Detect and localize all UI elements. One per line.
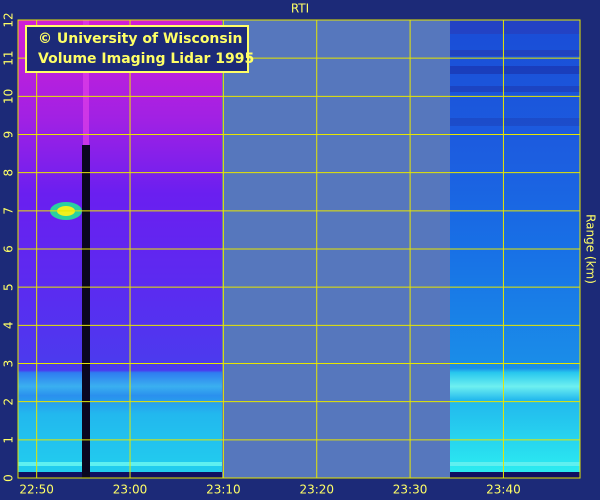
y-tick-label: 7 bbox=[2, 207, 16, 215]
y-tick-label: 9 bbox=[2, 131, 16, 139]
y-tick-label: 0 bbox=[2, 474, 16, 482]
y-tick-label: 2 bbox=[2, 398, 16, 406]
y-tick-label: 10 bbox=[2, 89, 16, 104]
x-tick-label: 23:30 bbox=[393, 483, 428, 497]
annotation-box bbox=[25, 25, 249, 73]
y-tick-label: 1 bbox=[2, 436, 16, 444]
x-tick-label: 23:10 bbox=[206, 483, 241, 497]
plot-frame bbox=[17, 19, 581, 479]
y-tick-label: 11 bbox=[2, 51, 16, 66]
x-tick-label: 23:20 bbox=[299, 483, 334, 497]
annotation: Volume Imaging Lidar 1995 bbox=[38, 51, 254, 67]
x-tick-label: 23:40 bbox=[486, 483, 521, 497]
y-tick-label: 5 bbox=[2, 283, 16, 291]
y-tick-label: 6 bbox=[2, 245, 16, 253]
annotation: © University of Wisconsin bbox=[38, 31, 243, 47]
chart-title: RTI bbox=[291, 2, 309, 16]
x-tick-label: 22:50 bbox=[19, 483, 54, 497]
y-axis-label: Range (km) bbox=[584, 214, 598, 284]
y-tick-label: 12 bbox=[2, 12, 16, 27]
y-tick-label: 3 bbox=[2, 360, 16, 368]
x-tick-label: 23:00 bbox=[113, 483, 148, 497]
y-tick-label: 4 bbox=[2, 322, 16, 330]
y-tick-label: 8 bbox=[2, 169, 16, 177]
